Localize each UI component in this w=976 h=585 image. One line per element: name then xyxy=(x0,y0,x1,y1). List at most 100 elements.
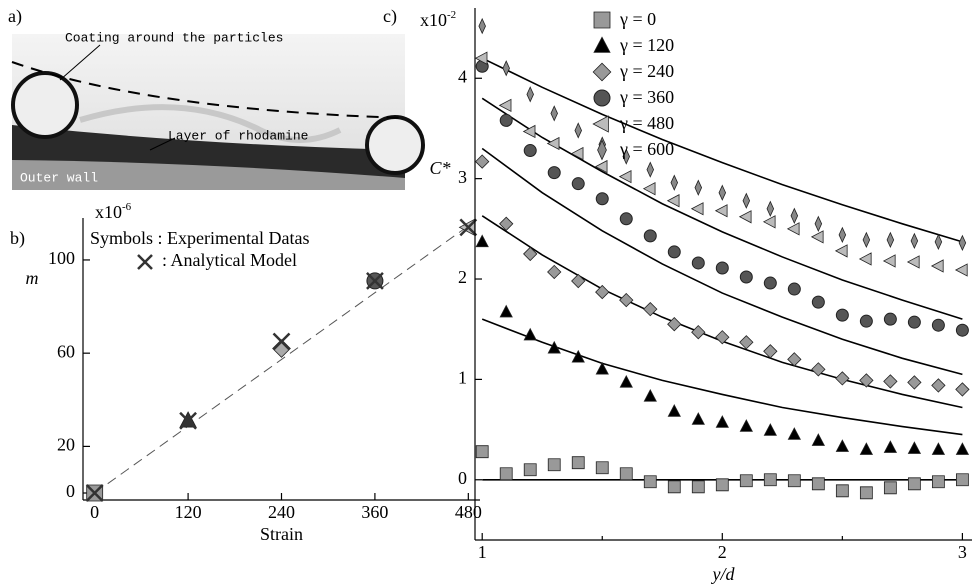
legend-label: γ = 240 xyxy=(619,61,674,81)
annotation: Layer of rhodamine xyxy=(168,128,308,143)
data-point xyxy=(883,481,897,495)
data-point xyxy=(694,179,703,196)
data-point xyxy=(715,330,730,345)
legend-marker xyxy=(597,139,607,161)
legend-label: : Analytical Model xyxy=(162,250,297,270)
data-point xyxy=(739,474,753,488)
data-point xyxy=(862,231,871,249)
data-point xyxy=(715,478,729,492)
data-point xyxy=(931,475,945,489)
data-point xyxy=(547,264,562,280)
data-point xyxy=(910,232,919,250)
data-point xyxy=(715,415,729,428)
data-point xyxy=(763,423,777,436)
x-tick-label: 360 xyxy=(361,502,388,522)
data-point xyxy=(666,194,680,208)
x-tick-label: 480 xyxy=(455,502,482,522)
y-axis-label: C* xyxy=(429,158,450,178)
data-point xyxy=(742,192,751,209)
data-point xyxy=(763,276,777,290)
x-tick-label: 1 xyxy=(478,542,487,562)
data-point xyxy=(858,252,872,266)
data-point xyxy=(571,273,586,289)
data-point xyxy=(739,419,753,432)
particle xyxy=(11,71,79,139)
data-point xyxy=(478,17,486,35)
y-tick-label: 100 xyxy=(48,248,75,268)
data-point xyxy=(643,229,657,243)
data-point xyxy=(475,154,490,169)
annotation: Coating around the particles xyxy=(65,30,283,45)
data-point xyxy=(931,442,946,455)
y-tick-label: 1 xyxy=(458,368,467,388)
data-point xyxy=(571,456,585,470)
data-point xyxy=(859,486,873,500)
data-point xyxy=(786,222,800,236)
data-point xyxy=(523,463,537,477)
data-point xyxy=(619,212,633,226)
data-point xyxy=(763,473,777,487)
data-point xyxy=(643,389,657,402)
outer-wall xyxy=(12,160,405,190)
y-tick-label: 20 xyxy=(57,435,75,455)
legend-marker xyxy=(593,89,611,107)
y-tick-label: 4 xyxy=(458,66,467,86)
data-point xyxy=(570,146,584,161)
panel-label: a) xyxy=(8,6,22,27)
y-tick-label: 2 xyxy=(458,267,467,287)
data-point xyxy=(571,177,585,191)
annotation: Outer wall xyxy=(20,170,98,185)
data-point xyxy=(883,374,898,389)
data-point xyxy=(739,270,753,284)
data-point xyxy=(834,244,848,258)
data-point xyxy=(955,442,970,455)
x-axis-label: y/d xyxy=(711,564,736,584)
x-tick-label: 120 xyxy=(175,502,202,522)
legend-marker xyxy=(593,36,611,53)
legend-label: γ = 0 xyxy=(619,9,656,29)
data-point xyxy=(814,215,823,232)
data-point xyxy=(526,86,534,103)
data-point xyxy=(179,411,197,430)
data-point xyxy=(595,461,609,475)
data-point xyxy=(934,233,943,251)
data-point xyxy=(930,259,944,273)
data-point xyxy=(907,477,921,491)
data-point xyxy=(499,113,513,127)
data-point xyxy=(502,60,510,77)
data-point xyxy=(859,373,874,388)
data-point xyxy=(811,477,825,491)
data-point xyxy=(642,182,656,196)
data-point xyxy=(571,349,585,363)
data-point xyxy=(954,263,968,277)
x-axis-label: Strain xyxy=(260,524,303,544)
y-tick-label: 3 xyxy=(458,167,467,187)
dashed-line xyxy=(11,61,406,119)
data-point xyxy=(883,440,898,453)
data-point xyxy=(272,339,291,358)
data-point xyxy=(667,245,681,259)
fit-line xyxy=(94,219,477,494)
data-point xyxy=(790,207,799,224)
data-point xyxy=(886,231,895,249)
data-point xyxy=(787,474,801,488)
data-point xyxy=(547,340,561,354)
data-point xyxy=(475,445,489,459)
data-point xyxy=(906,255,920,269)
model-curve xyxy=(481,147,963,376)
panel-label: c) xyxy=(383,6,397,27)
data-point xyxy=(594,159,608,174)
data-point xyxy=(667,317,682,332)
data-point xyxy=(670,174,679,191)
data-point xyxy=(835,439,850,452)
photo-panel: a) Coating around the particles Layer of… xyxy=(8,6,425,190)
data-point xyxy=(272,332,291,351)
pointer xyxy=(149,137,176,151)
legend-label: γ = 360 xyxy=(619,87,674,107)
data-point xyxy=(550,105,558,122)
data-point xyxy=(835,484,849,498)
data-point xyxy=(523,246,538,262)
data-point xyxy=(475,234,489,248)
data-point xyxy=(523,327,537,341)
